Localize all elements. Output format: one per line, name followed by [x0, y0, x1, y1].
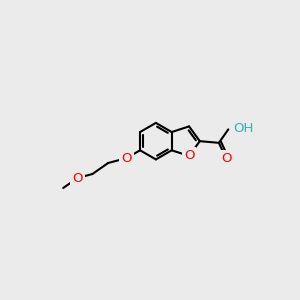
Text: O: O — [122, 152, 132, 165]
Text: O: O — [221, 152, 232, 165]
Text: O: O — [72, 172, 83, 184]
Text: O: O — [184, 149, 194, 162]
Text: OH: OH — [233, 122, 254, 135]
